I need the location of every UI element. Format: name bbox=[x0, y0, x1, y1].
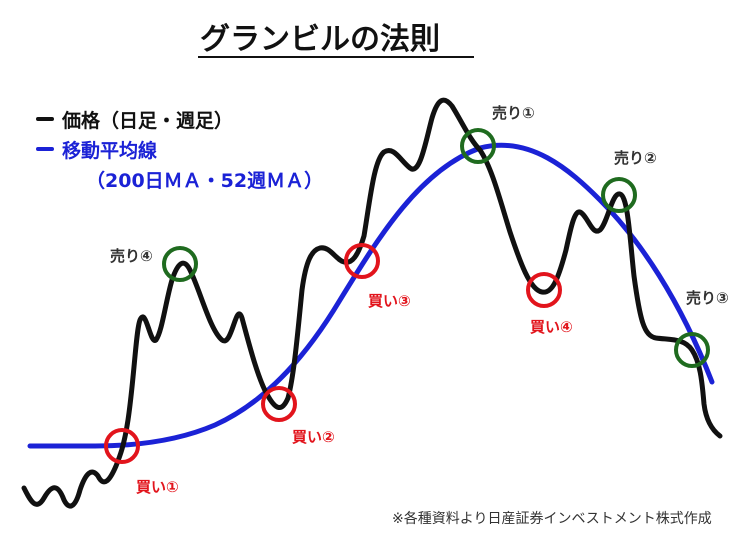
title-underline bbox=[198, 56, 474, 58]
buy-1-marker bbox=[104, 428, 140, 464]
buy-4-label: 買い④ bbox=[530, 318, 573, 336]
sell-2-label: 売り② bbox=[614, 149, 657, 167]
ma-swatch bbox=[36, 147, 54, 151]
price-swatch bbox=[36, 117, 54, 121]
source-note: ※各種資料より日産証券インベストメント株式作成 bbox=[392, 511, 712, 527]
legend-price-label: 価格（日足・週足） bbox=[62, 109, 234, 132]
legend-ma-sub: （200日ＭＡ・52週ＭＡ） bbox=[86, 169, 324, 192]
buy-2-label: 買い② bbox=[292, 428, 335, 446]
page-title: グランビルの法則 bbox=[200, 22, 440, 57]
sell-1-marker bbox=[460, 128, 496, 164]
sell-1-label: 売り① bbox=[492, 104, 535, 122]
legend-ma-sub-row: （200日ＭＡ・52週ＭＡ） bbox=[36, 164, 323, 194]
sell-4-label: 売り④ bbox=[110, 247, 153, 265]
moving-average-line bbox=[27, 142, 715, 449]
legend: 価格（日足・週足） 移動平均線 （200日ＭＡ・52週ＭＡ） bbox=[36, 104, 323, 194]
sell-3-marker bbox=[674, 332, 710, 368]
sell-2-marker bbox=[601, 177, 637, 213]
legend-price: 価格（日足・週足） bbox=[36, 104, 323, 134]
buy-2-marker bbox=[261, 386, 297, 422]
buy-4-marker bbox=[526, 272, 562, 308]
legend-ma-label: 移動平均線 bbox=[62, 139, 158, 162]
sell-4-marker bbox=[162, 246, 198, 282]
buy-3-label: 買い③ bbox=[368, 292, 411, 310]
legend-ma: 移動平均線 bbox=[36, 134, 323, 164]
sell-3-label: 売り③ bbox=[686, 289, 729, 307]
price-line bbox=[21, 97, 723, 509]
buy-3-marker bbox=[344, 243, 380, 279]
buy-1-label: 買い① bbox=[136, 478, 179, 496]
